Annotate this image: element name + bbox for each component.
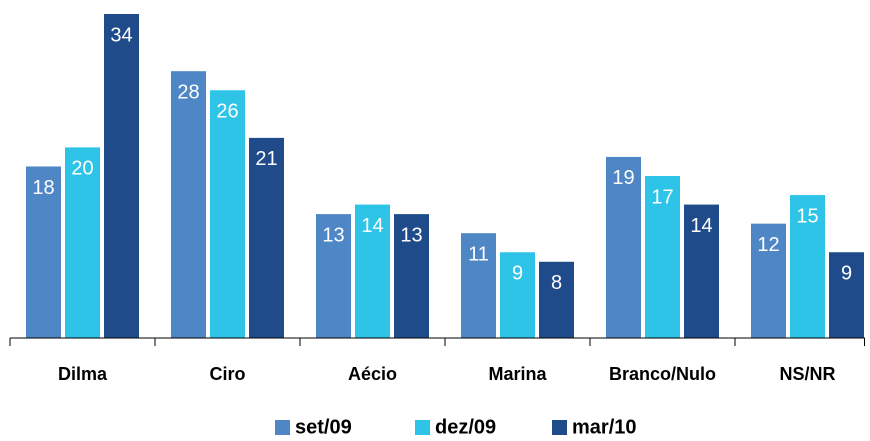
bar [751, 223, 786, 338]
x-tick-label: Branco/Nulo [609, 364, 716, 384]
bar [606, 156, 641, 338]
bar [394, 214, 429, 338]
bar [539, 261, 574, 338]
x-tick-label: Aécio [348, 364, 397, 384]
value-label: 28 [177, 81, 199, 103]
value-label: 20 [71, 158, 93, 180]
value-label: 19 [612, 167, 634, 189]
bar [210, 90, 245, 338]
bar [684, 204, 719, 338]
legend-label: mar/10 [572, 416, 637, 436]
value-label: 26 [216, 101, 238, 123]
value-label: 15 [796, 205, 818, 227]
bar [645, 176, 680, 338]
legend-label: set/09 [295, 416, 352, 436]
value-label: 17 [651, 186, 673, 208]
bar [500, 252, 535, 338]
value-label: 9 [512, 263, 523, 285]
value-label: 11 [468, 243, 489, 265]
value-label: 9 [841, 263, 852, 285]
legend-swatch [415, 420, 430, 435]
bar [461, 233, 496, 338]
value-label: 18 [32, 177, 54, 199]
x-tick-label: Marina [488, 364, 547, 384]
bar [26, 166, 61, 338]
bar [316, 214, 351, 338]
bar [104, 14, 139, 338]
value-label: 12 [757, 234, 779, 256]
x-tick-label: Dilma [58, 364, 108, 384]
value-label: 13 [322, 224, 344, 246]
value-label: 14 [690, 215, 712, 237]
legend-label: dez/09 [435, 416, 496, 436]
x-tick-label: NS/NR [779, 364, 835, 384]
value-label: 8 [551, 272, 562, 294]
x-tick-label: Ciro [210, 364, 246, 384]
bar [790, 195, 825, 338]
value-label: 21 [255, 148, 277, 170]
bar [355, 204, 390, 338]
value-label: 14 [361, 215, 383, 237]
bar [171, 71, 206, 339]
value-label: 13 [400, 224, 422, 246]
value-label: 34 [110, 24, 132, 46]
bar [65, 147, 100, 338]
legend-swatch [552, 420, 567, 435]
legend-swatch [275, 420, 290, 435]
bar [249, 137, 284, 338]
bar [829, 252, 864, 338]
